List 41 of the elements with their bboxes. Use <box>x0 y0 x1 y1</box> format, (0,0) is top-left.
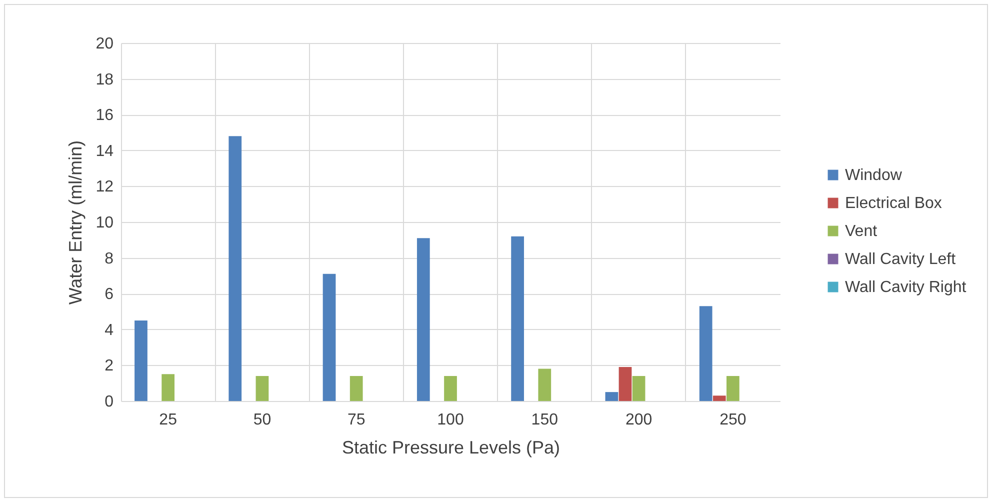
legend-label: Vent <box>845 223 878 240</box>
legend-label: Wall Cavity Left <box>845 251 956 268</box>
bar <box>256 376 269 401</box>
y-axis-title: Water Entry (ml/min) <box>66 140 86 305</box>
bar <box>416 238 430 401</box>
bar <box>162 374 175 401</box>
bar <box>228 136 242 401</box>
y-tick-label: 20 <box>96 36 114 52</box>
bar <box>632 376 646 401</box>
x-tick-label: 150 <box>531 412 558 428</box>
x-tick-label: 25 <box>159 412 178 428</box>
legend-label: Wall Cavity Right <box>845 279 967 296</box>
bar <box>605 392 618 401</box>
legend-label: Electrical Box <box>845 195 942 212</box>
bar <box>726 376 740 401</box>
x-tick-label: 75 <box>347 412 366 428</box>
bar <box>699 306 712 401</box>
x-axis-title: Static Pressure Levels (Pa) <box>342 438 560 458</box>
bar <box>350 376 363 401</box>
bar <box>444 376 457 401</box>
y-tick-label: 8 <box>104 250 114 268</box>
y-tick-label: 4 <box>104 322 114 339</box>
y-tick-label: 10 <box>96 214 114 232</box>
x-tick-label: 250 <box>720 412 746 428</box>
bar <box>618 366 632 401</box>
bar <box>134 320 148 401</box>
bar <box>538 368 552 401</box>
x-tick-label: 100 <box>437 412 464 428</box>
y-tick-label: 6 <box>104 286 114 304</box>
y-tick-label: 14 <box>96 142 114 160</box>
y-tick-label: 2 <box>104 358 114 375</box>
legend-label: Window <box>845 167 902 184</box>
bar <box>322 274 336 401</box>
y-tick-label: 18 <box>96 71 114 88</box>
bar <box>511 236 524 401</box>
y-tick-label: 12 <box>96 178 114 196</box>
x-tick-label: 200 <box>625 412 652 428</box>
y-tick-label: 0 <box>104 394 114 410</box>
x-tick-label: 50 <box>253 412 272 428</box>
bar <box>712 396 726 401</box>
y-tick-label: 16 <box>96 107 114 124</box>
